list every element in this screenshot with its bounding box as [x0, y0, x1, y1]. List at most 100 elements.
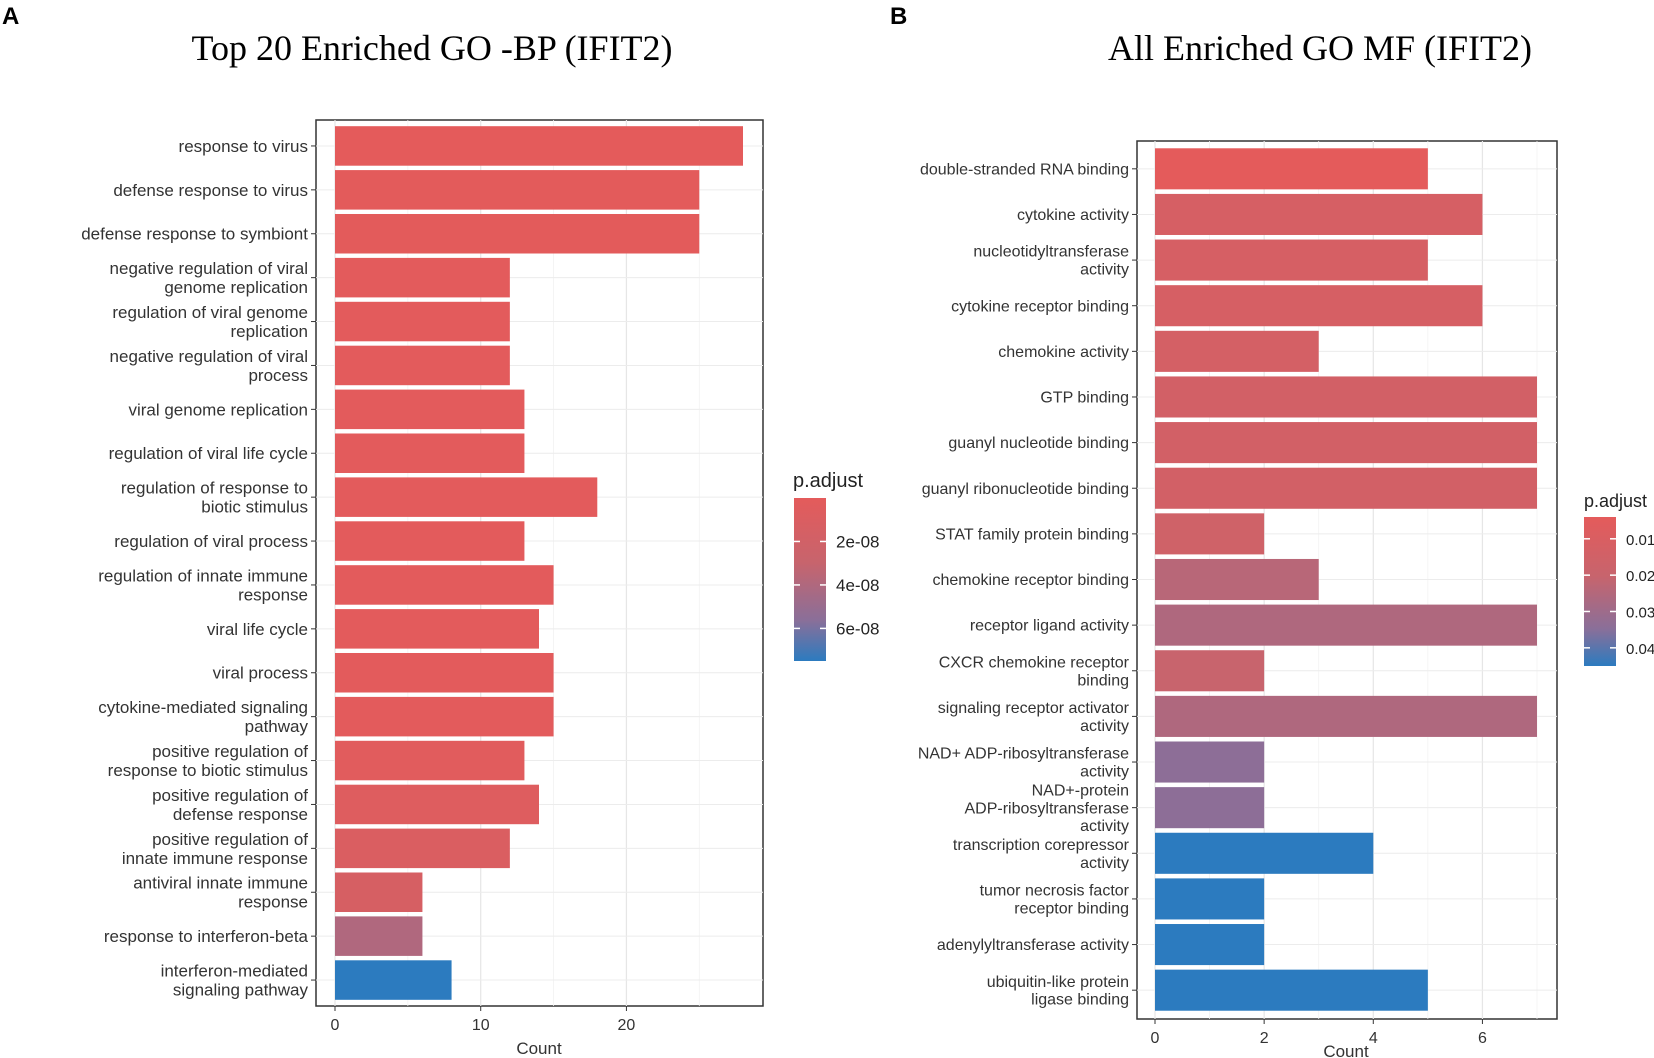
bar: [1155, 878, 1265, 920]
x-tick-label: 2: [1260, 1030, 1269, 1047]
bar: [335, 916, 423, 956]
legend-b: p.adjust 0.01 0.02 0.03 0.04: [1584, 491, 1654, 666]
bar: [1155, 513, 1265, 555]
legend-tick-label: 0.01: [1626, 532, 1654, 549]
panel-b: B All Enriched GO MF (IFIT2) double-stra…: [890, 3, 1654, 1058]
bar: [1155, 285, 1483, 327]
bar: [335, 433, 525, 474]
bar: [335, 521, 525, 561]
bar: [335, 345, 510, 386]
panel-letter-b: B: [890, 3, 907, 30]
legend-tick-label: 6e-08: [836, 619, 879, 638]
y-tick-label: positive regulation of innate immune resp…: [122, 830, 308, 868]
y-tick-label: negative regulation of viral process: [110, 347, 308, 385]
legend-ticks-a: 2e-08 4e-08 6e-08: [794, 532, 879, 638]
bar: [1155, 695, 1537, 737]
y-tick-labels-b: double-stranded RNA binding cytokine acti…: [918, 161, 1137, 1009]
bar: [1155, 741, 1265, 783]
bar: [1155, 148, 1428, 190]
y-tick-label: cytokine receptor binding: [951, 298, 1129, 315]
legend-tick-label: 0.04: [1626, 641, 1654, 658]
bar: [1155, 330, 1319, 372]
y-tick-labels-a: response to virus defense response to vir…: [81, 137, 316, 1000]
legend-tick-label: 0.03: [1626, 604, 1654, 621]
bar: [335, 126, 743, 166]
panel-letter-a: A: [2, 3, 19, 30]
bar: [335, 784, 539, 825]
legend-tick-label: 4e-08: [836, 576, 879, 595]
y-tick-label: NAD+ ADP-ribosyltransferase activity: [918, 746, 1129, 781]
chart-title-a: Top 20 Enriched GO -BP (IFIT2): [191, 28, 672, 68]
y-tick-label: antiviral innate immune response: [133, 874, 308, 912]
y-tick-label: regulation of innate immune response: [98, 566, 308, 604]
y-tick-label: nucleotidyltransferase activity: [973, 244, 1129, 279]
x-tick-label: 6: [1478, 1030, 1487, 1047]
bar: [1155, 467, 1537, 509]
y-tick-label: adenylyltransferase activity: [937, 937, 1129, 954]
bar: [335, 960, 452, 1000]
bar: [1155, 604, 1537, 646]
bar: [335, 872, 423, 913]
y-tick-label: NAD+-protein ADP-ribosyltransferase activi…: [965, 782, 1130, 835]
bar: [1155, 924, 1265, 966]
y-tick-label: STAT family protein binding: [935, 526, 1129, 543]
y-tick-label: CXCR chemokine receptor binding: [939, 654, 1130, 689]
x-axis-label-b: Count: [1323, 1042, 1369, 1058]
bar: [1155, 787, 1265, 829]
bar: [1155, 558, 1319, 601]
y-tick-label: defense response to symbiont: [81, 225, 308, 244]
legend-colorbar-a: [794, 498, 826, 661]
x-tick-label: 10: [472, 1017, 490, 1034]
y-tick-label: regulation of viral process: [114, 532, 308, 551]
chart-title-b: All Enriched GO MF (IFIT2): [1108, 28, 1532, 68]
bar: [335, 828, 510, 869]
bar: [1155, 422, 1537, 464]
y-tick-label: ubiquitin-like protein ligase binding: [987, 974, 1129, 1009]
y-tick-label: positive regulation of response to biotic…: [108, 742, 309, 780]
y-tick-label: viral life cycle: [207, 620, 308, 639]
legend-title-a: p.adjust: [793, 470, 863, 492]
bar: [335, 257, 510, 298]
y-tick-label: negative regulation of viral genome repli…: [110, 259, 308, 297]
panel-a: A Top 20 Enriched GO -BP (IFIT2) respons…: [2, 3, 879, 1058]
legend-ticks-b: 0.01 0.02 0.03 0.04: [1584, 532, 1654, 658]
y-tick-label: cytokine activity: [1017, 207, 1129, 224]
x-axis-label-a: Count: [516, 1039, 562, 1058]
y-tick-label: guanyl ribonucleotide binding: [922, 481, 1129, 498]
y-tick-label: response to interferon-beta: [104, 927, 309, 946]
bar: [335, 565, 554, 605]
y-tick-label: tumor necrosis factor receptor binding: [980, 883, 1130, 918]
y-tick-label: interferon-mediated signaling pathway: [161, 961, 309, 999]
bar: [1155, 832, 1374, 874]
bar: [335, 170, 700, 210]
y-tick-label: double-stranded RNA binding: [920, 161, 1129, 178]
y-tick-label: regulation of response to biotic stimulus: [121, 479, 308, 517]
y-tick-label: viral genome replication: [128, 400, 308, 419]
bar: [1155, 376, 1537, 418]
x-ticks-b: 0 2 4 6: [1151, 1019, 1487, 1047]
bar: [335, 477, 598, 517]
bar: [335, 389, 525, 430]
legend-a: p.adjust 2e-08 4e-08 6e-08: [793, 470, 879, 661]
y-tick-label: response to virus: [179, 137, 308, 156]
bars-b: [1155, 148, 1537, 1011]
y-tick-label: transcription corepressor activity: [953, 837, 1130, 872]
y-tick-label: GTP binding: [1040, 390, 1129, 407]
bar: [335, 301, 510, 342]
y-tick-label: positive regulation of defense response: [152, 786, 308, 824]
y-tick-label: receptor ligand activity: [970, 618, 1129, 635]
legend-tick-label: 0.02: [1626, 568, 1654, 585]
x-tick-label: 0: [331, 1017, 340, 1034]
y-tick-label: cytokine-mediated signaling pathway: [98, 698, 308, 736]
x-tick-label: 4: [1369, 1030, 1378, 1047]
bar: [1155, 969, 1428, 1011]
y-tick-label: regulation of viral life cycle: [109, 444, 308, 463]
bar: [1155, 193, 1483, 235]
x-tick-label: 20: [618, 1017, 636, 1034]
legend-tick-label: 2e-08: [836, 532, 879, 551]
y-tick-label: regulation of viral genome replication: [112, 303, 308, 341]
bar: [1155, 239, 1428, 281]
y-tick-label: chemokine activity: [998, 344, 1129, 361]
bar: [335, 696, 554, 737]
